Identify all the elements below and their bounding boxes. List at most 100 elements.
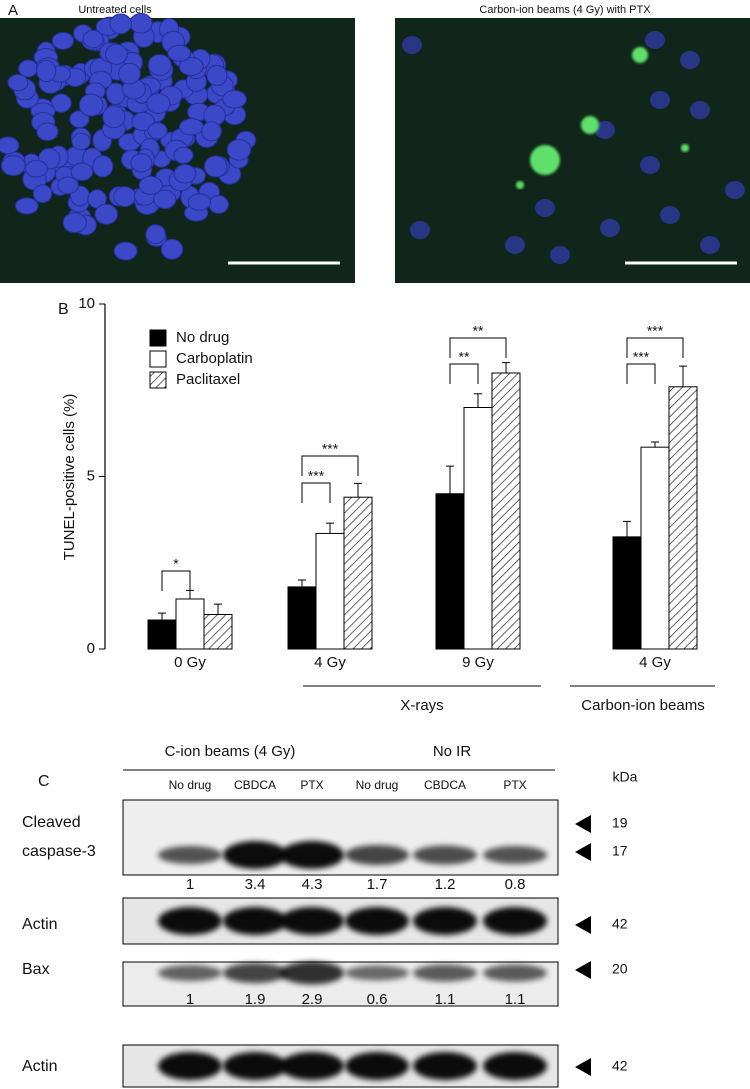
band — [413, 1052, 477, 1080]
band-quant: 2.9 — [302, 991, 323, 1008]
nucleus — [203, 155, 228, 178]
nucleus — [173, 164, 197, 184]
nucleus — [600, 219, 620, 237]
nucleus — [645, 31, 665, 49]
nucleus — [24, 159, 48, 178]
significance-label: *** — [633, 349, 650, 365]
band — [158, 1052, 222, 1080]
caption: Untreated cells — [78, 4, 152, 16]
error-bar — [446, 465, 454, 494]
significance-label: ** — [459, 349, 470, 365]
nucleus — [130, 153, 153, 173]
marker-label: 42 — [612, 916, 628, 932]
lane-label: No drug — [356, 778, 399, 792]
nucleus — [535, 199, 555, 217]
plot: 0 5 10 0 Gy 4 Gy 9 Gy 4 Gy X-rays Carbon-ion bea… — [78, 295, 715, 714]
nucleus — [725, 181, 745, 199]
nucleus — [36, 122, 59, 142]
nucleus — [94, 203, 119, 225]
significance-label: ** — [473, 323, 484, 339]
nucleus — [179, 118, 204, 136]
nucleus — [36, 59, 57, 83]
error-bar — [158, 612, 166, 621]
lane-label: PTX — [300, 778, 323, 792]
nucleus — [32, 184, 53, 204]
nucleus — [660, 206, 680, 224]
group-label: C-ion beams (4 Gy) — [165, 743, 296, 760]
significance-bracket — [161, 570, 191, 591]
lane-label: CBDCA — [424, 778, 466, 792]
marker-arrow — [575, 1058, 591, 1076]
band — [223, 841, 287, 869]
bar — [343, 496, 373, 650]
nucleus — [700, 236, 720, 254]
band — [413, 964, 477, 982]
nucleus — [129, 12, 153, 34]
nucleus — [550, 246, 570, 264]
significance-bracket — [301, 482, 331, 503]
row-label: Actin — [22, 1058, 58, 1075]
nucleus — [0, 136, 20, 155]
marker-arrow — [575, 916, 591, 934]
unit: kDa — [613, 769, 638, 785]
nucleus — [187, 193, 212, 211]
band-quant: 3.4 — [245, 876, 266, 893]
nucleus — [78, 93, 104, 117]
band-quant: 1.1 — [505, 991, 526, 1008]
band — [345, 965, 409, 981]
nucleus — [7, 74, 29, 92]
y-tick-label: 0 — [87, 640, 95, 657]
nucleus — [105, 43, 128, 65]
x-tick-label: 4 Gy — [314, 654, 346, 671]
row-label: Bax — [22, 961, 50, 978]
nucleus — [51, 31, 75, 50]
band — [345, 845, 409, 865]
marker-label: 19 — [612, 815, 628, 831]
blot: No drug CBDCA PTX No drug CBDCA PTX Cleaved cas… — [22, 778, 628, 1088]
legend-label: Carboplatin — [176, 350, 253, 367]
group-label: Carbon-ion beams — [581, 697, 704, 714]
bar — [612, 536, 642, 650]
nucleus — [131, 112, 155, 131]
nucleus — [82, 29, 104, 49]
bar — [463, 407, 493, 650]
nuclei — [402, 31, 745, 264]
apoptotic-cell — [530, 145, 560, 175]
error-bar — [651, 441, 659, 448]
nucleus — [410, 221, 430, 239]
error-bar — [354, 482, 362, 498]
panel-label: B — [58, 301, 69, 318]
legend-label: Paclitaxel — [176, 371, 240, 388]
significance-label: * — [173, 556, 179, 572]
band — [413, 845, 477, 865]
legend-swatch — [149, 371, 167, 389]
nucleus — [178, 56, 204, 76]
error-bar — [474, 393, 482, 408]
band — [413, 907, 477, 935]
significance-label: *** — [647, 323, 664, 339]
bar — [203, 614, 233, 650]
significance-label: *** — [322, 441, 339, 457]
nucleus — [201, 121, 222, 142]
error-bar — [214, 603, 222, 615]
marker-arrow — [575, 961, 591, 979]
band — [280, 907, 344, 935]
band — [223, 1052, 287, 1080]
apoptotic-cell — [581, 116, 599, 134]
nucleus — [147, 53, 172, 76]
nucleus — [113, 241, 138, 261]
band — [223, 907, 287, 935]
band — [280, 961, 344, 985]
nucleus — [62, 212, 87, 234]
band-quant: 1.9 — [245, 991, 266, 1008]
nucleus — [208, 194, 229, 214]
nucleus — [595, 121, 615, 139]
y-axis-label: TUNEL-positive cells (%) — [61, 394, 78, 561]
significance-bracket — [449, 337, 507, 358]
bar — [435, 493, 465, 650]
error-bar — [298, 579, 306, 587]
y-tick-label: 10 — [78, 295, 95, 312]
band-quant: 4.3 — [302, 876, 323, 893]
x-tick-label: 9 Gy — [462, 654, 494, 671]
nucleus — [226, 138, 252, 161]
